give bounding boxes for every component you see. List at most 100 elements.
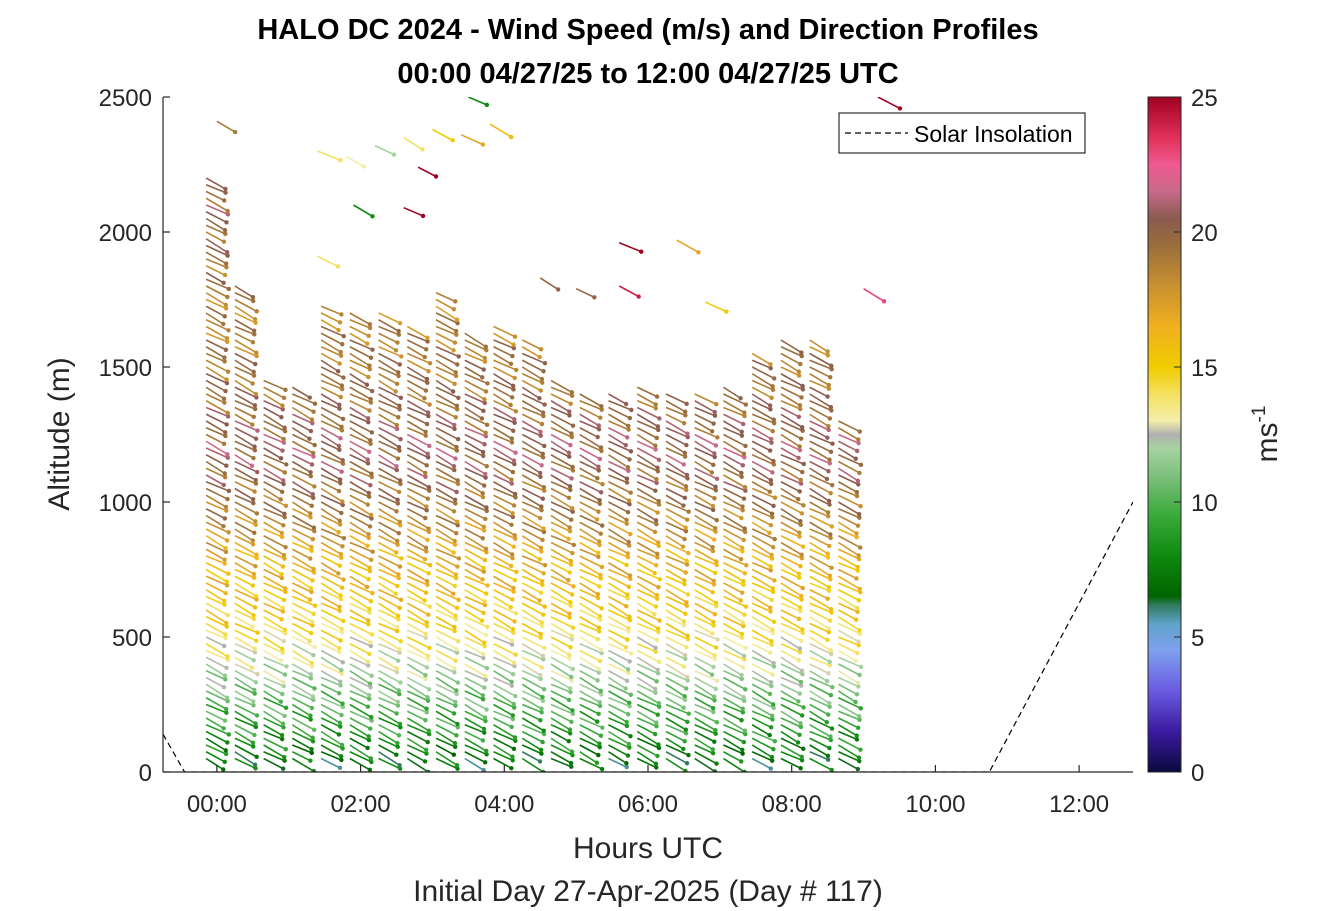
- wind-barb-head: [685, 431, 690, 436]
- wind-barb-head: [686, 550, 691, 556]
- wind-barb-head: [599, 407, 604, 412]
- wind-barb: [723, 683, 745, 698]
- wind-barb: [349, 501, 372, 516]
- wind-barb-head: [555, 287, 561, 292]
- wind-barb: [608, 744, 629, 757]
- wind-barb-head: [451, 464, 457, 469]
- wind-barb: [205, 528, 228, 542]
- wind-barb: [521, 703, 543, 714]
- wind-barb-head: [224, 336, 230, 341]
- wind-barb: [809, 501, 829, 514]
- wind-barb-head: [653, 518, 659, 523]
- wind-barb-head: [826, 626, 831, 631]
- wind-barb-head: [683, 731, 689, 736]
- wind-barb: [780, 474, 802, 485]
- wind-barb: [378, 609, 399, 621]
- wind-barb-head: [339, 312, 344, 317]
- wind-barb-head: [741, 537, 746, 543]
- wind-barb: [205, 737, 227, 752]
- wind-barb: [378, 649, 399, 662]
- wind-barb-head: [569, 517, 574, 522]
- wind-barb-head: [283, 503, 289, 508]
- wind-barb-head: [710, 590, 715, 595]
- wind-barb: [665, 474, 687, 488]
- wind-barb: [751, 683, 771, 695]
- wind-barb-head: [365, 663, 371, 668]
- wind-barb-head: [395, 658, 401, 663]
- wind-barb: [435, 710, 458, 725]
- wind-barb-head: [279, 575, 285, 581]
- wind-barb: [291, 676, 315, 690]
- wind-barb-head: [453, 613, 458, 618]
- wind-barb-head: [222, 557, 227, 562]
- wind-barb-head: [311, 454, 316, 459]
- wind-barb-head: [857, 628, 862, 633]
- wind-barb: [263, 717, 284, 729]
- wind-barb: [694, 555, 717, 566]
- wind-barb: [349, 582, 373, 594]
- wind-barb-head: [567, 454, 572, 459]
- wind-barb-head: [537, 759, 543, 764]
- wind-barb: [378, 460, 398, 471]
- wind-barb-head: [452, 340, 458, 345]
- wind-barb: [636, 643, 657, 653]
- wind-barb: [205, 285, 228, 298]
- wind-barb: [320, 562, 339, 575]
- wind-barb-head: [797, 605, 803, 610]
- wind-barb: [723, 494, 743, 508]
- wind-barb-head: [511, 346, 517, 351]
- wind-barb-head: [282, 428, 288, 434]
- wind-barb: [349, 575, 368, 588]
- wind-barb: [665, 683, 686, 697]
- wind-barb: [435, 528, 456, 542]
- wind-barb: [234, 332, 254, 343]
- wind-barb: [665, 454, 685, 466]
- wind-barb-head: [797, 646, 803, 651]
- wind-barb-head: [396, 575, 401, 581]
- wind-barb: [636, 609, 660, 622]
- wind-barb-head: [366, 692, 372, 698]
- wind-barb-head: [567, 525, 572, 530]
- wind-barb: [579, 494, 601, 505]
- wind-barb-head: [451, 550, 456, 555]
- wind-barb: [406, 744, 427, 755]
- wind-barb-head: [513, 450, 518, 455]
- wind-barb-head: [512, 491, 518, 497]
- wind-barb: [493, 697, 515, 709]
- wind-barb-head: [626, 539, 631, 545]
- wind-barb-head: [854, 737, 860, 742]
- wind-barb: [751, 481, 771, 493]
- wind-barb-head: [539, 504, 544, 509]
- wind-barb-head: [423, 635, 429, 640]
- wind-barb: [751, 717, 772, 729]
- wind-barb: [838, 582, 861, 594]
- wind-barb-head: [454, 407, 460, 412]
- wind-barb: [550, 427, 573, 438]
- wind-barb: [205, 690, 228, 702]
- wind-barb: [320, 629, 342, 642]
- wind-barb: [838, 494, 861, 507]
- wind-barb-head: [280, 407, 285, 412]
- wind-barb: [234, 433, 255, 448]
- wind-barb-head: [653, 443, 658, 448]
- wind-barb: [464, 454, 488, 467]
- wind-barb-head: [251, 616, 257, 622]
- wind-barb: [665, 521, 687, 532]
- wind-barb-head: [654, 637, 660, 643]
- wind-barb-head: [425, 698, 431, 703]
- wind-barb: [636, 703, 659, 716]
- wind-barb: [809, 562, 831, 577]
- wind-barb: [521, 656, 543, 669]
- wind-barb-head: [711, 582, 717, 587]
- wind-barb: [349, 703, 372, 718]
- wind-barb: [550, 663, 572, 678]
- wind-barb-head: [368, 726, 373, 731]
- wind-barb: [665, 616, 685, 627]
- wind-barb: [665, 568, 685, 581]
- wind-barb: [550, 454, 574, 468]
- wind-barb-head: [427, 360, 433, 366]
- wind-barb-head: [655, 596, 660, 601]
- wind-barb-head: [483, 475, 488, 480]
- wind-barb: [723, 710, 742, 721]
